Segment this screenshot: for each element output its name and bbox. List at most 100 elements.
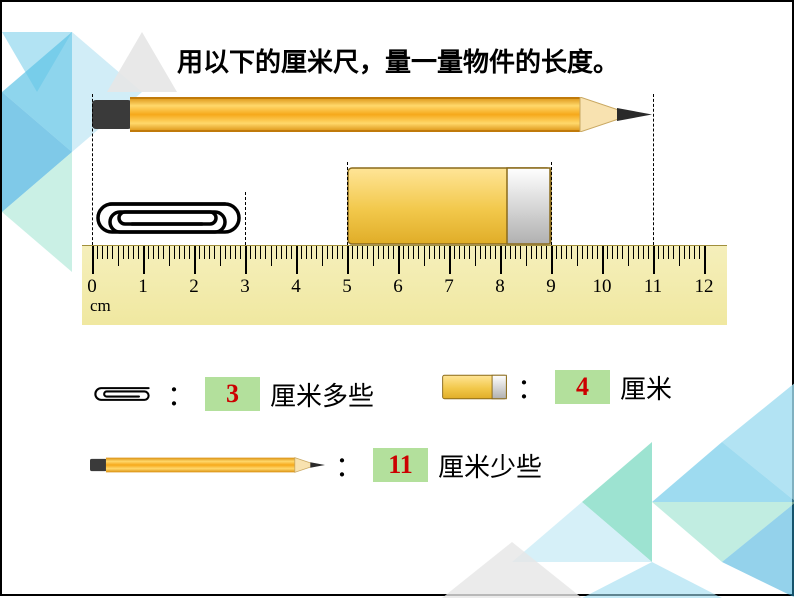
ruler-tick-minor xyxy=(403,246,404,259)
ruler-tick-minor xyxy=(622,246,623,259)
ruler-tick-major xyxy=(653,246,655,274)
ruler: 0123456789101112 cm xyxy=(82,245,727,325)
guideline-5cm xyxy=(347,162,348,245)
ruler-tick-minor xyxy=(480,246,481,259)
clip-answer-value: 3 xyxy=(205,377,260,411)
ruler-tick-minor xyxy=(230,246,231,259)
ruler-number: 3 xyxy=(240,276,250,298)
ruler-tick-minor xyxy=(102,246,103,259)
ruler-tick-major xyxy=(704,246,706,274)
ruler-tick-major xyxy=(194,246,196,274)
ruler-number: 9 xyxy=(546,276,556,298)
ruler-tick-major xyxy=(551,246,553,274)
ruler-tick-major xyxy=(143,246,145,274)
ruler-tick-minor xyxy=(235,246,236,259)
ruler-tick-minor xyxy=(332,246,333,259)
eraser-object xyxy=(347,167,552,245)
ruler-tick-minor xyxy=(327,246,328,259)
ruler-tick-major xyxy=(449,246,451,274)
answer-row-pencil: ： 11 厘米少些 xyxy=(90,445,542,485)
ruler-tick-minor xyxy=(225,246,226,259)
ruler-tick-minor xyxy=(429,246,430,259)
ruler-tick-minor xyxy=(413,246,414,259)
ruler-number: 7 xyxy=(444,276,454,298)
ruler-number: 11 xyxy=(644,276,662,298)
ruler-tick-minor xyxy=(612,246,613,259)
ruler-tick-minor xyxy=(592,246,593,259)
ruler-tick-minor xyxy=(214,246,215,259)
ruler-tick-minor xyxy=(286,246,287,259)
pencil-answer-value: 11 xyxy=(373,448,428,482)
ruler-tick-half xyxy=(373,246,374,266)
ruler-tick-minor xyxy=(536,246,537,259)
ruler-tick-minor xyxy=(306,246,307,259)
ruler-tick-minor xyxy=(699,246,700,259)
ruler-tick-minor xyxy=(633,246,634,259)
ruler-tick-minor xyxy=(505,246,506,259)
ruler-tick-half xyxy=(526,246,527,266)
ruler-tick-minor xyxy=(276,246,277,259)
ruler-number: 6 xyxy=(393,276,403,298)
ruler-tick-minor xyxy=(668,246,669,259)
clip-answer-suffix: 厘米多些 xyxy=(270,376,374,413)
ruler-tick-minor xyxy=(158,246,159,259)
ruler-tick-minor xyxy=(408,246,409,259)
ruler-tick-half xyxy=(424,246,425,266)
ruler-tick-minor xyxy=(495,246,496,259)
instruction-title: 用以下的厘米尺，量一量物件的长度。 xyxy=(177,42,619,79)
ruler-tick-half xyxy=(271,246,272,266)
answer-row-clip: ： 3 厘米多些 xyxy=(92,374,374,414)
ruler-tick-minor xyxy=(378,246,379,259)
ruler-tick-minor xyxy=(301,246,302,259)
ruler-tick-half xyxy=(475,246,476,266)
ruler-tick-minor xyxy=(367,246,368,259)
ruler-tick-minor xyxy=(250,246,251,259)
ruler-tick-minor xyxy=(607,246,608,259)
ruler-number: 12 xyxy=(695,276,714,298)
ruler-tick-minor xyxy=(459,246,460,259)
paperclip-icon xyxy=(92,381,157,407)
ruler-tick-minor xyxy=(418,246,419,259)
ruler-tick-minor xyxy=(107,246,108,259)
ruler-tick-minor xyxy=(648,246,649,259)
ruler-number: 10 xyxy=(593,276,612,298)
ruler-tick-minor xyxy=(571,246,572,259)
ruler-tick-minor xyxy=(163,246,164,259)
ruler-tick-minor xyxy=(184,246,185,259)
ruler-tick-minor xyxy=(112,246,113,259)
ruler-tick-minor xyxy=(204,246,205,259)
ruler-tick-minor xyxy=(357,246,358,259)
ruler-tick-minor xyxy=(515,246,516,259)
ruler-tick-minor xyxy=(174,246,175,259)
ruler-tick-minor xyxy=(133,246,134,259)
ruler-tick-minor xyxy=(393,246,394,259)
ruler-number: 5 xyxy=(342,276,352,298)
answer-row-eraser: ： 4 厘米 xyxy=(442,367,672,407)
ruler-tick-major xyxy=(296,246,298,274)
ruler-tick-minor xyxy=(265,246,266,259)
ruler-tick-minor xyxy=(546,246,547,259)
ruler-tick-major xyxy=(398,246,400,274)
ruler-tick-minor xyxy=(464,246,465,259)
ruler-number: 1 xyxy=(138,276,148,298)
ruler-tick-minor xyxy=(689,246,690,259)
ruler-tick-minor xyxy=(663,246,664,259)
paperclip-object xyxy=(90,197,245,239)
ruler-tick-minor xyxy=(153,246,154,259)
ruler-tick-minor xyxy=(469,246,470,259)
ruler-tick-minor xyxy=(643,246,644,259)
ruler-tick-minor xyxy=(255,246,256,259)
ruler-tick-minor xyxy=(240,246,241,259)
ruler-tick-minor xyxy=(439,246,440,259)
guideline-9cm xyxy=(551,162,552,245)
guideline-0cm xyxy=(92,94,93,245)
ruler-tick-minor xyxy=(485,246,486,259)
eraser-answer-suffix: 厘米 xyxy=(620,369,672,406)
ruler-number: 2 xyxy=(189,276,199,298)
ruler-tick-minor xyxy=(490,246,491,259)
ruler-tick-minor xyxy=(291,246,292,259)
ruler-tick-minor xyxy=(556,246,557,259)
ruler-tick-major xyxy=(500,246,502,274)
ruler-tick-minor xyxy=(199,246,200,259)
guideline-11cm xyxy=(653,94,654,245)
